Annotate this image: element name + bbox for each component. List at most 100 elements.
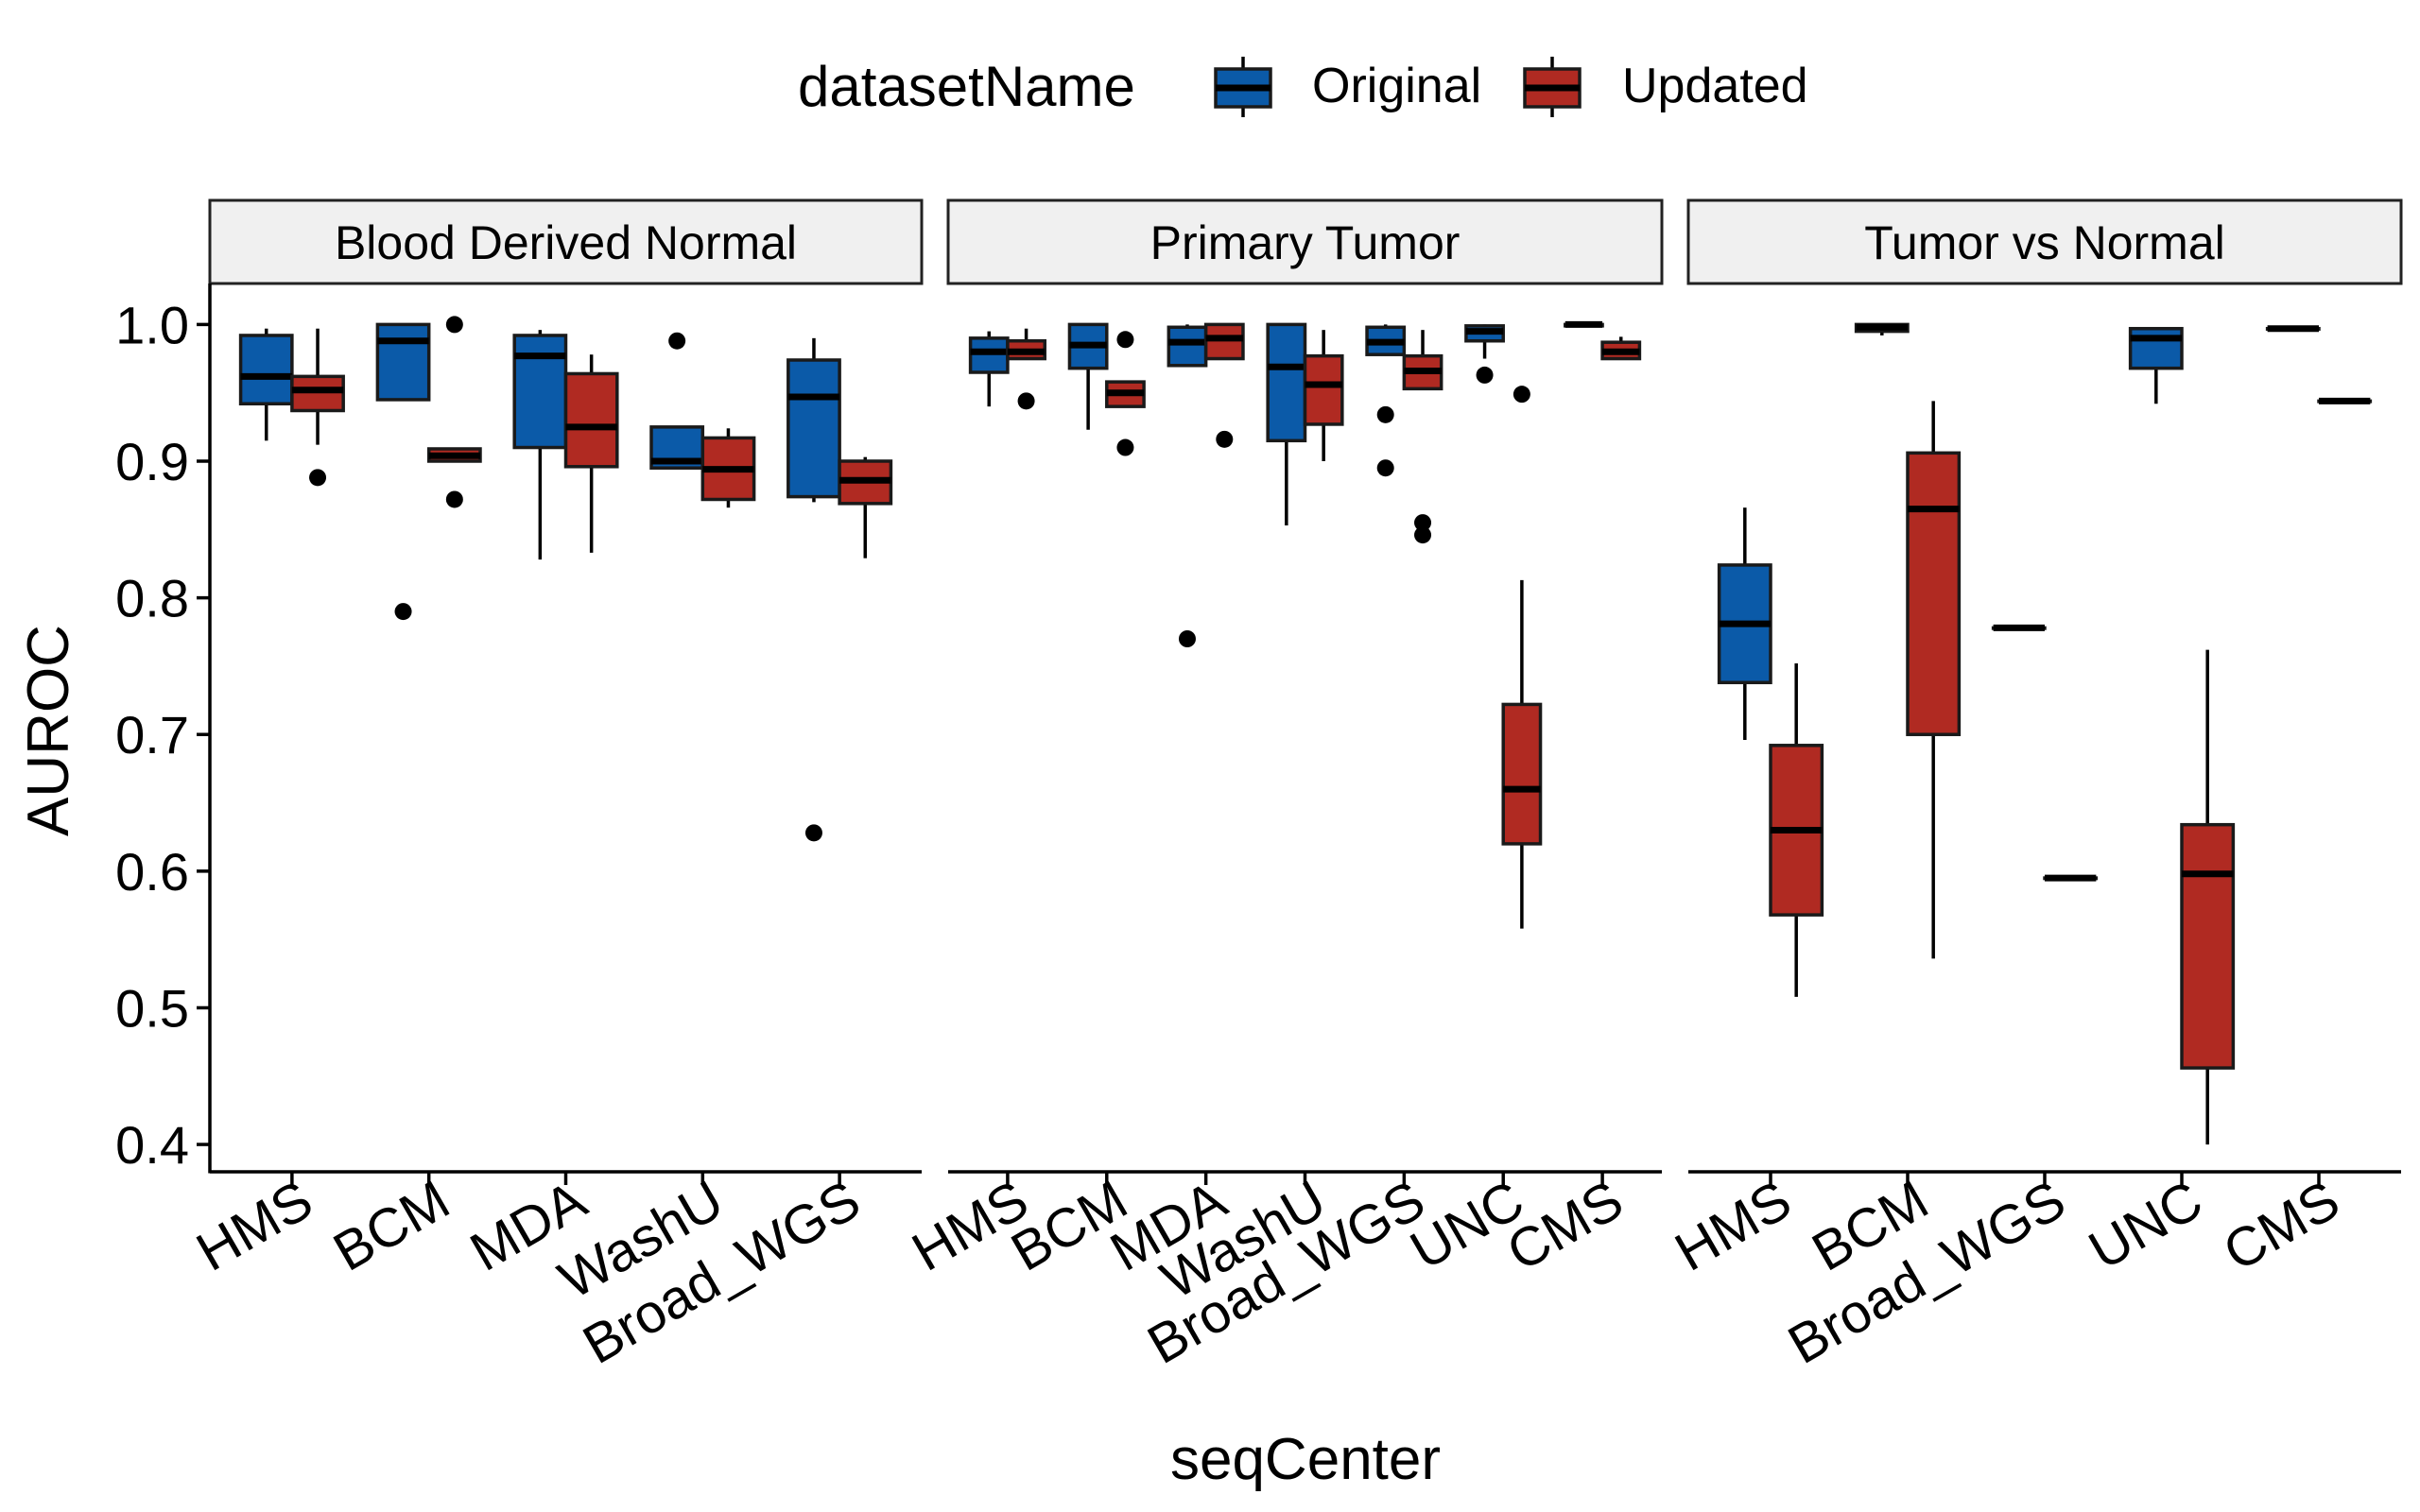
box-tumor-vs-normal-unc-updated	[2180, 649, 2236, 1145]
outlier-primary-tumor-bcm-updated-1	[1116, 438, 1134, 456]
box-blood-derived-normal-hms-updated	[290, 328, 345, 487]
y-tick-label-0-7: 0.7	[115, 705, 189, 765]
legend: datasetName Original Updated	[798, 55, 1808, 118]
outlier-blood-derived-normal-bcm-original-0	[394, 603, 412, 621]
outlier-blood-derived-normal-washu-original-0	[668, 332, 686, 350]
x-tick-label-tumor-vs-normal-cms: CMS	[2213, 1169, 2349, 1283]
box-body-tumor-vs-normal-unc-updated	[2180, 822, 2236, 1070]
strip-tumor-vs-normal	[1686, 198, 2403, 285]
box-primary-tumor-washu-updated	[1303, 330, 1344, 461]
box-tumor-vs-normal-broad-wgs-updated	[2043, 874, 2099, 882]
box-primary-tumor-mda-original	[1167, 324, 1208, 647]
outlier-blood-derived-normal-bcm-updated-0	[445, 316, 463, 334]
legend-key-updated	[1523, 57, 1582, 117]
legend-key-original	[1214, 57, 1272, 117]
panel-primary-tumor: Primary TumorHMSBCMMDAWashUBroad_WGSUNCC…	[902, 198, 1664, 1376]
box-tumor-vs-normal-cms-updated	[2317, 397, 2373, 404]
box-tumor-vs-normal-bcm-updated	[1906, 401, 1962, 959]
box-primary-tumor-washu-original	[1266, 322, 1307, 525]
box-primary-tumor-broad-wgs-updated	[1402, 330, 1443, 544]
strip-label-primary-tumor: Primary Tumor	[1150, 216, 1461, 269]
box-blood-derived-normal-mda-updated	[563, 354, 619, 553]
strip-primary-tumor	[946, 198, 1664, 285]
box-body-blood-derived-normal-mda-updated	[563, 371, 619, 469]
outlier-blood-derived-normal-hms-updated-0	[309, 469, 327, 487]
box-tumor-vs-normal-broad-wgs-original	[1991, 624, 2047, 631]
box-primary-tumor-unc-updated	[1501, 386, 1543, 929]
y-tick-label-1-0: 1.0	[115, 295, 189, 354]
strip-label-blood-derived-normal: Blood Derived Normal	[335, 216, 797, 269]
y-tick-label-0-4: 0.4	[115, 1115, 189, 1175]
box-primary-tumor-unc-original	[1464, 324, 1505, 384]
x-tick-label-primary-tumor-cms: CMS	[1496, 1169, 1633, 1283]
box-body-primary-tumor-washu-updated	[1303, 353, 1344, 426]
box-tumor-vs-normal-hms-original	[1717, 507, 1772, 741]
outlier-primary-tumor-mda-updated-0	[1216, 430, 1234, 448]
box-tumor-vs-normal-cms-original	[2265, 325, 2321, 333]
box-primary-tumor-cms-original	[1564, 320, 1604, 328]
box-tumor-vs-normal-bcm-original	[1854, 322, 1910, 335]
box-body-blood-derived-normal-mda-original	[512, 334, 568, 450]
outlier-primary-tumor-broad-wgs-original-1	[1376, 459, 1394, 477]
box-blood-derived-normal-mda-original	[512, 330, 568, 560]
legend-title: datasetName	[798, 55, 1135, 118]
box-body-tumor-vs-normal-bcm-updated	[1906, 451, 1962, 736]
strip-blood-derived-normal	[208, 198, 924, 285]
box-tumor-vs-normal-unc-original	[2128, 326, 2184, 404]
outlier-primary-tumor-broad-wgs-original-0	[1376, 405, 1394, 423]
outlier-primary-tumor-broad-wgs-updated-0	[1414, 514, 1432, 532]
box-primary-tumor-hms-original	[968, 331, 1010, 407]
box-body-primary-tumor-mda-updated	[1203, 322, 1245, 361]
box-body-primary-tumor-washu-original	[1266, 322, 1307, 443]
box-blood-derived-normal-washu-updated	[700, 428, 756, 508]
box-body-blood-derived-normal-hms-original	[238, 334, 294, 406]
box-body-blood-derived-normal-bcm-original	[375, 322, 431, 402]
box-body-primary-tumor-mda-original	[1167, 325, 1208, 368]
box-primary-tumor-bcm-updated	[1105, 331, 1146, 456]
y-axis: 0.4 0.5 0.6 0.7 0.8 0.9 1.0	[115, 295, 210, 1175]
y-tick-label-0-9: 0.9	[115, 432, 189, 491]
outlier-primary-tumor-broad-wgs-updated-1	[1414, 526, 1432, 544]
x-tick-label-tumor-vs-normal-hms: HMS	[1665, 1169, 1801, 1283]
box-blood-derived-normal-broad-wgs-updated	[838, 456, 893, 558]
box-blood-derived-normal-bcm-original	[375, 322, 431, 621]
box-body-blood-derived-normal-broad-wgs-original	[786, 358, 841, 499]
y-axis-title: AUROC	[16, 625, 81, 836]
outlier-primary-tumor-bcm-updated-0	[1116, 331, 1134, 349]
box-blood-derived-normal-broad-wgs-original	[786, 337, 841, 842]
outlier-blood-derived-normal-broad-wgs-original-0	[804, 824, 822, 842]
x-tick-label-tumor-vs-normal-broad-wgs: Broad_WGS	[1778, 1169, 2075, 1376]
box-primary-tumor-cms-updated	[1600, 336, 1642, 361]
box-primary-tumor-hms-updated	[1006, 328, 1046, 410]
box-tumor-vs-normal-hms-updated	[1769, 663, 1824, 997]
x-tick-label-blood-derived-normal-hms: HMS	[186, 1169, 322, 1283]
y-tick-label-0-5: 0.5	[115, 978, 189, 1038]
box-primary-tumor-bcm-original	[1067, 322, 1109, 430]
outlier-blood-derived-normal-bcm-updated-1	[445, 490, 463, 508]
y-tick-label-0-6: 0.6	[115, 842, 189, 902]
outlier-primary-tumor-mda-original-0	[1178, 630, 1196, 647]
legend-label-updated: Updated	[1622, 59, 1808, 113]
x-axis-title: seqCenter	[1170, 1427, 1441, 1492]
box-blood-derived-normal-washu-original	[649, 332, 705, 470]
outlier-primary-tumor-hms-updated-0	[1017, 392, 1035, 410]
box-blood-derived-normal-bcm-updated	[426, 316, 482, 508]
outlier-primary-tumor-unc-updated-0	[1512, 386, 1530, 404]
box-body-primary-tumor-unc-updated	[1501, 702, 1543, 846]
box-body-blood-derived-normal-hms-updated	[290, 374, 345, 413]
outlier-primary-tumor-unc-original-0	[1476, 366, 1494, 384]
legend-label-original: Original	[1312, 59, 1481, 113]
x-tick-label-blood-derived-normal-bcm: BCM	[323, 1169, 459, 1283]
strip-label-tumor-vs-normal: Tumor vs Normal	[1864, 216, 2225, 269]
box-body-tumor-vs-normal-unc-original	[2128, 326, 2184, 370]
x-tick-label-tumor-vs-normal-unc: UNC	[2079, 1169, 2212, 1281]
y-tick-label-0-8: 0.8	[115, 569, 189, 628]
box-body-primary-tumor-hms-original	[968, 336, 1010, 374]
box-primary-tumor-mda-updated	[1203, 322, 1245, 448]
box-blood-derived-normal-hms-original	[238, 328, 294, 441]
box-primary-tumor-broad-wgs-original	[1365, 324, 1407, 477]
